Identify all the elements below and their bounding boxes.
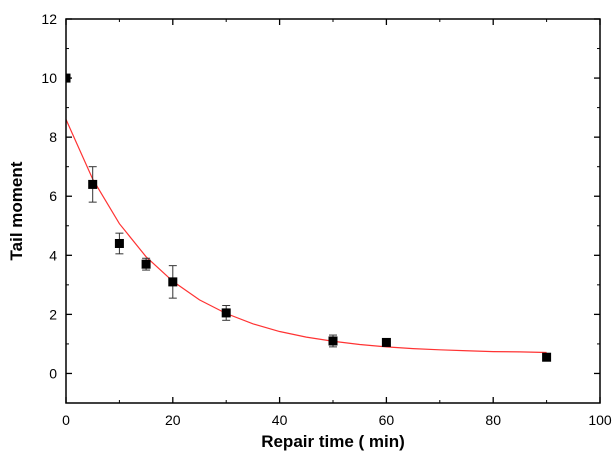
- data-point: [88, 179, 98, 189]
- x-axis-title: Repair time ( min): [261, 432, 405, 451]
- x-tick-label: 60: [379, 412, 395, 428]
- y-tick-label: 12: [41, 11, 57, 27]
- data-point: [114, 238, 124, 248]
- x-tick-label: 80: [485, 412, 501, 428]
- axes: 0 20 40 60 80 100 0 2 4 6 8 10 12: [41, 11, 611, 428]
- y-tick-label: 2: [49, 306, 57, 322]
- x-tick-label: 20: [165, 412, 181, 428]
- data-point: [221, 308, 231, 318]
- x-tick-label: 100: [588, 412, 612, 428]
- y-tick-label: 0: [49, 365, 57, 381]
- x-tick-label: 0: [62, 412, 70, 428]
- plot-area: [66, 73, 552, 362]
- data-point: [328, 336, 338, 346]
- data-point: [141, 259, 151, 269]
- data-point: [542, 352, 552, 362]
- data-point: [381, 337, 391, 347]
- fit-curve: [66, 119, 547, 354]
- y-tick-label: 6: [49, 188, 57, 204]
- data-layer: [66, 73, 552, 362]
- y-tick-label: 10: [41, 70, 57, 86]
- y-tick-label: 8: [49, 129, 57, 145]
- x-tick-label: 40: [272, 412, 288, 428]
- y-axis-title: Tail moment: [7, 161, 26, 260]
- data-point: [168, 277, 178, 287]
- y-tick-label: 4: [49, 247, 57, 263]
